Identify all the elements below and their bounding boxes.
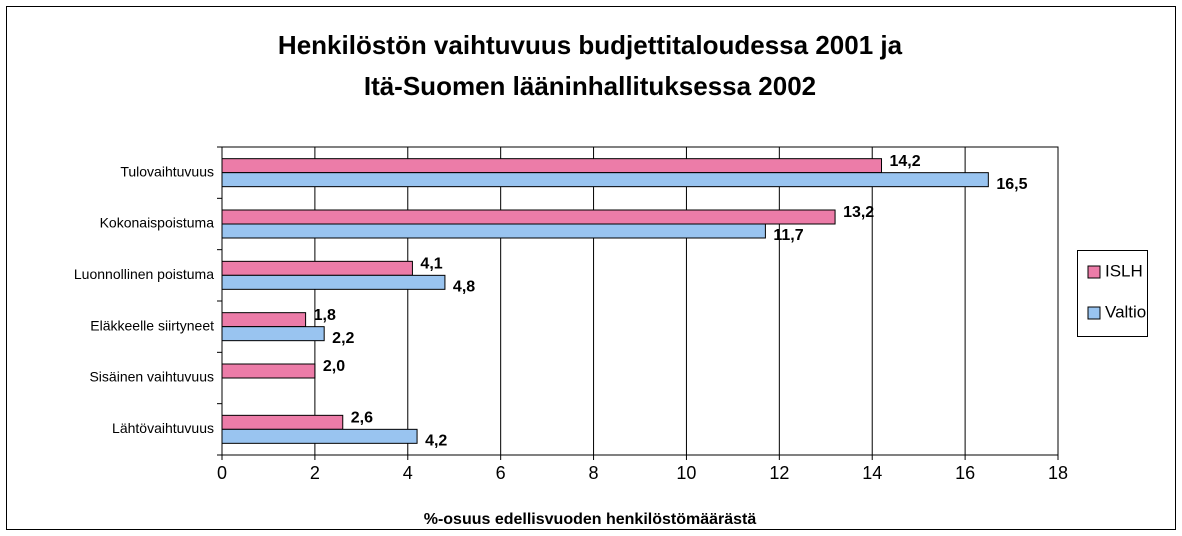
bar — [221, 428, 418, 444]
y-tick-label: Eläkkeelle siirtyneet — [90, 317, 214, 333]
x-tick-label: 6 — [496, 463, 506, 483]
y-tick-label: Sisäinen vaihtuvuus — [89, 369, 214, 385]
x-axis-label: %-osuus edellisvuoden henkilöstömäärästä — [424, 511, 757, 528]
data-label: 2,6 — [351, 410, 373, 427]
bar — [221, 172, 989, 188]
plot-border — [221, 146, 1059, 456]
data-label: 14,2 — [890, 153, 921, 170]
bar — [221, 274, 446, 290]
y-tick-label: Kokonaispoistuma — [100, 215, 215, 231]
bar — [221, 260, 413, 276]
x-tick-label: 0 — [217, 463, 227, 483]
bar — [221, 223, 766, 239]
data-label: 1,8 — [314, 307, 336, 324]
x-tick-label: 14 — [862, 463, 882, 483]
bar — [221, 312, 307, 328]
plot-area — [222, 147, 1058, 455]
data-label: 4,1 — [420, 256, 442, 273]
bar — [221, 158, 883, 174]
legend — [1077, 250, 1148, 337]
legend-swatch — [1087, 265, 1101, 279]
data-label: 4,2 — [425, 433, 447, 450]
legend-swatch — [1087, 306, 1101, 320]
y-tick-label: Luonnollinen poistuma — [74, 266, 214, 282]
legend-label: Valtio — [1105, 302, 1146, 321]
chart-title: Itä-Suomen lääninhallituksessa 2002 — [364, 71, 816, 101]
bar — [221, 209, 836, 225]
bar — [221, 414, 344, 430]
chart-title: Henkilöstön vaihtuvuus budjettitaloudess… — [278, 30, 903, 60]
x-tick-label: 12 — [769, 463, 789, 483]
y-tick-label: Tulovaihtuvuus — [120, 163, 214, 179]
x-tick-label: 4 — [403, 463, 413, 483]
legend-label: ISLH — [1105, 261, 1143, 280]
data-label: 13,2 — [843, 204, 874, 221]
data-label: 11,7 — [773, 227, 803, 244]
bar — [221, 363, 316, 379]
y-tick-label: Lähtövaihtuvuus — [112, 420, 214, 436]
x-tick-label: 18 — [1048, 463, 1068, 483]
data-label: 16,5 — [996, 176, 1027, 193]
x-tick-label: 10 — [676, 463, 696, 483]
bar — [221, 326, 325, 342]
data-label: 2,2 — [332, 330, 354, 347]
x-tick-label: 2 — [310, 463, 320, 483]
data-label: 4,8 — [453, 279, 475, 296]
data-label: 2,0 — [323, 358, 345, 375]
x-tick-label: 16 — [955, 463, 975, 483]
x-tick-label: 8 — [589, 463, 599, 483]
